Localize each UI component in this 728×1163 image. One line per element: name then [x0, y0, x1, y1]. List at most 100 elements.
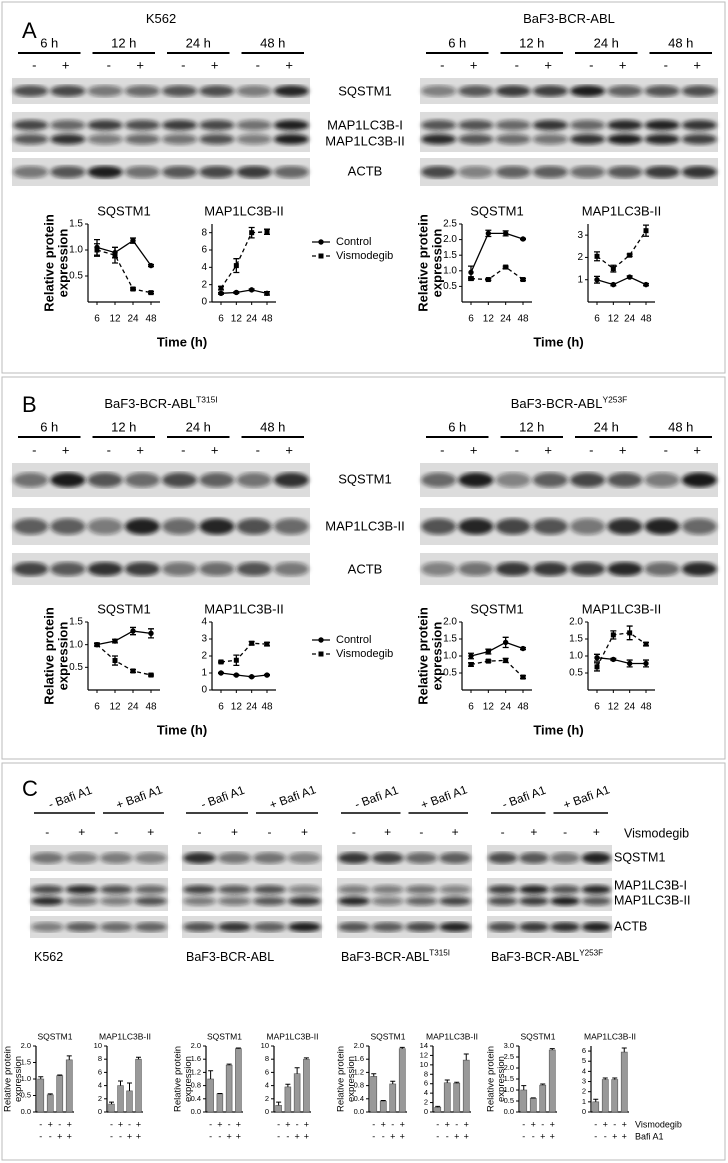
y-tick-label: 1.0 — [21, 1074, 31, 1083]
series-line — [220, 642, 268, 663]
bar — [126, 1090, 133, 1113]
series-line — [470, 266, 524, 281]
band — [183, 896, 216, 906]
blot-bands — [31, 885, 167, 906]
protein-label: ACTB — [348, 163, 383, 178]
data-point — [264, 672, 270, 678]
band — [218, 922, 251, 932]
time-label: 12 h — [519, 35, 544, 50]
data-point — [468, 276, 474, 282]
data-point — [148, 630, 154, 637]
band — [458, 518, 494, 535]
y-tick-label: 1.0 — [504, 1085, 514, 1094]
blot-background — [182, 916, 322, 938]
blot-title: K562 — [146, 11, 176, 26]
bar — [46, 1094, 54, 1113]
condition-sign: + — [454, 1131, 459, 1141]
error-bar — [57, 1074, 63, 1076]
sign-label: + — [544, 442, 552, 457]
y-tick-label: 0 — [201, 685, 207, 696]
chart-title: SQSTM1 — [470, 203, 523, 218]
condition-sign: - — [594, 1131, 597, 1141]
y-tick-label: 2 — [582, 1087, 586, 1096]
condition-sign: + — [400, 1119, 405, 1129]
sign-label: - — [256, 442, 260, 457]
time-label: 48 h — [668, 35, 693, 50]
chart-title: MAP1LC3B-II — [584, 1031, 636, 1041]
legend-label: Control — [336, 236, 371, 248]
y-tick-label: 1.0 — [69, 245, 83, 256]
condition-sign: + — [236, 1119, 241, 1129]
chart-title: MAP1LC3B-II — [204, 601, 283, 616]
error-bar — [47, 1093, 53, 1095]
cell-line-label: BaF3-BCR-ABLY253F — [491, 949, 603, 965]
condition-sign: - — [522, 1131, 525, 1141]
band — [519, 922, 549, 932]
bar — [207, 1078, 214, 1113]
band — [236, 120, 272, 131]
sign-label: - — [440, 442, 444, 457]
bar — [135, 1058, 142, 1113]
band — [50, 85, 86, 97]
error-bar — [127, 1082, 132, 1091]
data-point — [130, 668, 136, 674]
y-axis-label: expression — [429, 229, 444, 298]
data-point — [643, 641, 649, 647]
band — [681, 561, 717, 577]
condition-sign: - — [110, 1119, 113, 1129]
x-tick-label: 12 — [483, 702, 495, 713]
time-label: 48 h — [260, 419, 285, 434]
band — [607, 561, 643, 577]
band — [124, 561, 160, 577]
band — [124, 518, 160, 535]
band — [570, 120, 606, 131]
y-tick-label: 2.0 — [569, 617, 583, 628]
condition-sign: + — [304, 1131, 309, 1141]
bar — [529, 1098, 537, 1113]
band — [13, 472, 49, 488]
condition-sign: + — [612, 1131, 617, 1141]
band — [288, 852, 321, 864]
condition-sign: - — [128, 1119, 131, 1129]
band — [681, 85, 717, 97]
condition-sign: - — [446, 1131, 449, 1141]
y-tick-label: 1.5 — [569, 634, 583, 645]
condition-sign: - — [119, 1131, 122, 1141]
series-line — [96, 630, 152, 646]
x-tick-label: 48 — [640, 702, 652, 713]
bar — [65, 1059, 73, 1113]
y-tick-label: 1.5 — [443, 250, 457, 261]
y-tick-label: 14 — [420, 1041, 428, 1050]
x-tick-label: 48 — [517, 702, 529, 713]
condition-sign: + — [127, 1131, 132, 1141]
band — [570, 561, 606, 577]
panel-border — [1, 1, 726, 374]
bar — [370, 1076, 378, 1113]
series-line — [220, 672, 268, 678]
condition-sign: - — [49, 1131, 52, 1141]
y-tick-label: 2.0 — [354, 1041, 364, 1050]
error-bar — [276, 1101, 282, 1106]
x-tick-label: 24 — [127, 702, 139, 713]
data-point — [627, 252, 633, 258]
condition-sign: - — [110, 1131, 113, 1141]
protein-label: SQSTM1 — [338, 83, 391, 98]
band — [162, 134, 198, 145]
band — [100, 885, 133, 894]
band — [134, 852, 167, 864]
condition-sign: + — [48, 1119, 53, 1129]
sign-label: - — [501, 825, 505, 839]
series-line — [96, 249, 152, 294]
band — [371, 852, 404, 864]
sign-label: + — [470, 442, 478, 457]
band — [421, 561, 457, 577]
band — [100, 922, 133, 932]
condition-sign: + — [381, 1119, 386, 1129]
protein-label: MAP1LC3B-II — [325, 133, 404, 148]
y-axis-label: Relative protein — [415, 607, 430, 705]
chart-title: SQSTM1 — [97, 601, 150, 616]
y-tick-label: 4 — [424, 1088, 428, 1097]
band — [532, 120, 568, 131]
x-tick-label: 12 — [483, 314, 495, 325]
bar — [293, 1073, 301, 1113]
